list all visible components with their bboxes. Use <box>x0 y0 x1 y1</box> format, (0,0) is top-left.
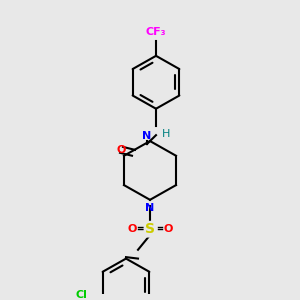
Text: N: N <box>146 203 154 213</box>
Text: H: H <box>162 129 171 139</box>
Text: O: O <box>127 224 137 234</box>
Text: CF₃: CF₃ <box>146 27 166 37</box>
Text: O: O <box>163 224 173 234</box>
Text: N: N <box>142 131 152 141</box>
Text: O: O <box>117 145 126 155</box>
Text: Cl: Cl <box>76 290 88 300</box>
Text: S: S <box>145 222 155 236</box>
